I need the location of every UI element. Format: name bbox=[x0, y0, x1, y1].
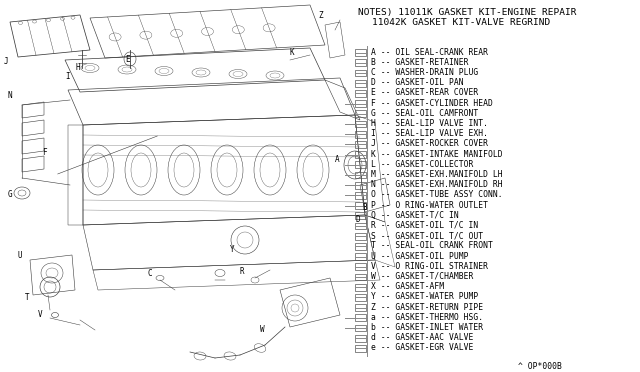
Bar bbox=[355, 212, 366, 219]
Text: T -- SEAL-OIL CRANK FRONT: T -- SEAL-OIL CRANK FRONT bbox=[371, 241, 493, 250]
Bar bbox=[355, 70, 366, 76]
Bar bbox=[355, 110, 366, 117]
Text: P -- O RING-WATER OUTLET: P -- O RING-WATER OUTLET bbox=[371, 201, 488, 209]
Text: D -- GASKET-OIL PAN: D -- GASKET-OIL PAN bbox=[371, 78, 463, 87]
Text: H: H bbox=[75, 63, 79, 72]
Bar bbox=[355, 274, 366, 280]
Text: B: B bbox=[362, 203, 367, 212]
Text: 11042K GASKET KIT-VALVE REGRIND: 11042K GASKET KIT-VALVE REGRIND bbox=[372, 18, 550, 27]
Bar bbox=[355, 161, 366, 168]
Text: I: I bbox=[65, 72, 70, 81]
Bar bbox=[355, 202, 366, 209]
Text: L -- GASKET-COLLECTOR: L -- GASKET-COLLECTOR bbox=[371, 160, 474, 169]
Text: N -- GASKET-EXH.MANIFOLD RH: N -- GASKET-EXH.MANIFOLD RH bbox=[371, 180, 502, 189]
Text: T: T bbox=[25, 293, 29, 302]
Bar bbox=[355, 325, 366, 331]
Bar bbox=[355, 233, 366, 240]
Text: K -- GASKET-INTAKE MANIFOLD: K -- GASKET-INTAKE MANIFOLD bbox=[371, 150, 502, 158]
Text: U: U bbox=[18, 251, 22, 260]
Text: H -- SEAL-LIP VALVE INT.: H -- SEAL-LIP VALVE INT. bbox=[371, 119, 488, 128]
Text: ^ OP*000B: ^ OP*000B bbox=[518, 362, 562, 371]
Bar bbox=[355, 171, 366, 178]
Text: A -- OIL SEAL-CRANK REAR: A -- OIL SEAL-CRANK REAR bbox=[371, 48, 488, 57]
Text: A: A bbox=[335, 155, 340, 164]
Bar bbox=[355, 100, 366, 107]
Bar bbox=[355, 243, 366, 250]
Text: d -- GASKET-AAC VALVE: d -- GASKET-AAC VALVE bbox=[371, 333, 474, 342]
Bar bbox=[355, 60, 366, 66]
Text: F -- GASKET-CYLINDER HEAD: F -- GASKET-CYLINDER HEAD bbox=[371, 99, 493, 108]
Bar bbox=[355, 304, 366, 311]
Text: J -- GASKET-ROCKER COVER: J -- GASKET-ROCKER COVER bbox=[371, 140, 488, 148]
Text: E: E bbox=[125, 55, 130, 64]
Bar bbox=[355, 131, 366, 138]
Text: N: N bbox=[8, 91, 13, 100]
Bar bbox=[355, 263, 366, 270]
Bar bbox=[355, 80, 366, 87]
Text: W -- GASKET-T/CHAMBER: W -- GASKET-T/CHAMBER bbox=[371, 272, 474, 281]
Text: V: V bbox=[38, 310, 43, 319]
Text: F: F bbox=[42, 148, 47, 157]
Bar bbox=[355, 49, 366, 56]
Bar bbox=[355, 253, 366, 260]
Text: D: D bbox=[355, 215, 360, 224]
Bar bbox=[355, 345, 366, 352]
Text: G -- SEAL-OIL CAMFRONT: G -- SEAL-OIL CAMFRONT bbox=[371, 109, 478, 118]
Text: W: W bbox=[260, 325, 264, 334]
Text: S -- GASKET-OIL T/C OUT: S -- GASKET-OIL T/C OUT bbox=[371, 231, 483, 240]
Bar bbox=[355, 223, 366, 229]
Text: E -- GASKET-REAR COVER: E -- GASKET-REAR COVER bbox=[371, 89, 478, 97]
Text: C -- WASHER-DRAIN PLUG: C -- WASHER-DRAIN PLUG bbox=[371, 68, 478, 77]
Bar bbox=[355, 141, 366, 148]
Text: b -- GASKET-INLET WATER: b -- GASKET-INLET WATER bbox=[371, 323, 483, 332]
Bar bbox=[355, 335, 366, 341]
Bar bbox=[355, 294, 366, 301]
Bar bbox=[355, 90, 366, 97]
Bar bbox=[355, 192, 366, 199]
Bar bbox=[355, 151, 366, 158]
Text: C: C bbox=[148, 269, 152, 278]
Text: Q -- GASKET-T/C IN: Q -- GASKET-T/C IN bbox=[371, 211, 459, 220]
Text: Y -- GASKET-WATER PUMP: Y -- GASKET-WATER PUMP bbox=[371, 292, 478, 301]
Text: K: K bbox=[290, 48, 294, 57]
Text: O -- GASKET-TUBE ASSY CONN.: O -- GASKET-TUBE ASSY CONN. bbox=[371, 190, 502, 199]
Text: I -- SEAL-LIP VALVE EXH.: I -- SEAL-LIP VALVE EXH. bbox=[371, 129, 488, 138]
Text: a -- GASKET-THERMO HSG.: a -- GASKET-THERMO HSG. bbox=[371, 313, 483, 322]
Text: R -- GASKET-OIL T/C IN: R -- GASKET-OIL T/C IN bbox=[371, 221, 478, 230]
Bar bbox=[355, 284, 366, 291]
Text: V -- O RING-OIL STRAINER: V -- O RING-OIL STRAINER bbox=[371, 262, 488, 271]
Text: Y: Y bbox=[230, 245, 235, 254]
Bar bbox=[355, 182, 366, 189]
Text: U -- GASKET-OIL PUMP: U -- GASKET-OIL PUMP bbox=[371, 251, 468, 261]
Text: R: R bbox=[240, 267, 244, 276]
Text: e -- GASKET-EGR VALVE: e -- GASKET-EGR VALVE bbox=[371, 343, 474, 352]
Text: G: G bbox=[8, 190, 13, 199]
Bar bbox=[355, 314, 366, 321]
Text: X -- GASKET-AFM: X -- GASKET-AFM bbox=[371, 282, 444, 291]
Text: J: J bbox=[4, 57, 8, 66]
Text: Z -- GASKET-RETURN PIPE: Z -- GASKET-RETURN PIPE bbox=[371, 302, 483, 312]
Bar bbox=[355, 121, 366, 127]
Text: NOTES) 11011K GASKET KIT-ENGINE REPAIR: NOTES) 11011K GASKET KIT-ENGINE REPAIR bbox=[358, 8, 577, 17]
Text: B -- GASKET-RETAINER: B -- GASKET-RETAINER bbox=[371, 58, 468, 67]
Text: Z: Z bbox=[318, 11, 323, 20]
Text: M -- GASKET-EXH.MANIFOLD LH: M -- GASKET-EXH.MANIFOLD LH bbox=[371, 170, 502, 179]
